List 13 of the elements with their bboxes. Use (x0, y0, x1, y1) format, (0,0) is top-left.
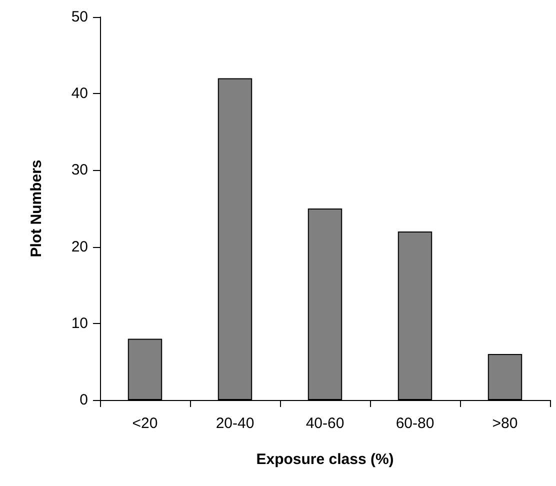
x-tick-label: <20 (132, 415, 158, 432)
x-tick-label: >80 (492, 415, 518, 432)
y-tick-label: 50 (71, 8, 88, 26)
y-axis-title: Plot Numbers (28, 160, 45, 258)
x-tick-label: 60-80 (396, 415, 434, 432)
y-tick-label: 0 (80, 392, 88, 408)
y-tick-label: 40 (71, 85, 88, 102)
y-tick-label: 30 (71, 162, 88, 179)
x-axis-title: Exposure class (%) (256, 451, 394, 468)
x-tick-label: 40-60 (306, 415, 344, 432)
y-tick-label: 10 (71, 314, 88, 332)
y-tick-label: 20 (71, 238, 88, 256)
x-tick-label: 20-40 (216, 415, 254, 432)
